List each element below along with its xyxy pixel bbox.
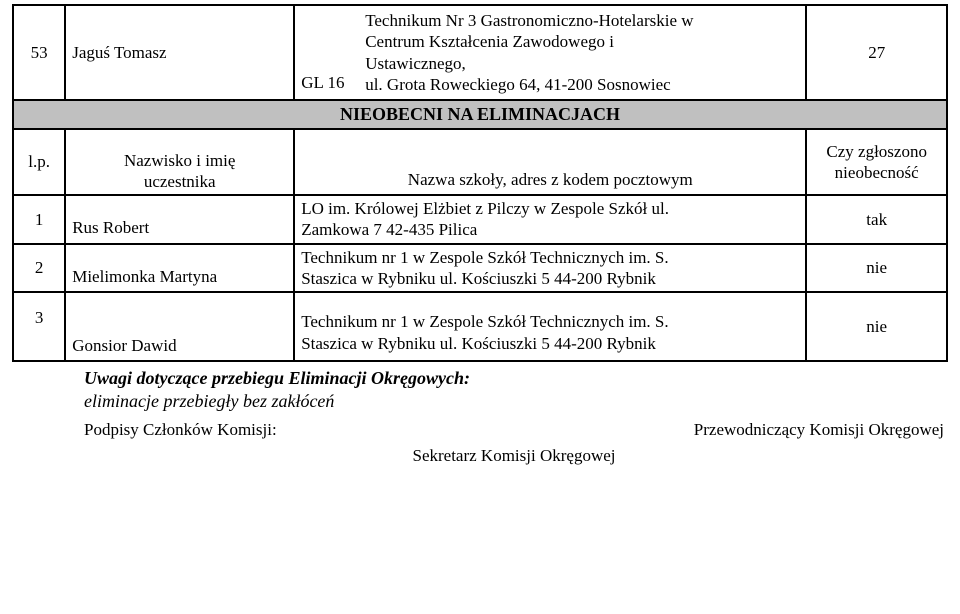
absent-header-row: NIEOBECNI NA ELIMINACJACH xyxy=(13,100,947,129)
school-line: ul. Grota Roweckiego 64, 41-200 Sosnowie… xyxy=(365,74,799,95)
hdr-name-l1: Nazwisko i imię xyxy=(124,151,235,170)
row-number: 3 xyxy=(13,292,65,361)
school-line: Staszica w Rybniku ul. Kościuszki 5 44-2… xyxy=(301,269,656,288)
row-number: 2 xyxy=(13,244,65,293)
row-flag: nie xyxy=(806,292,947,361)
hdr-name-l2: uczestnika xyxy=(144,172,216,191)
hdr-name: Nazwisko i imię uczestnika xyxy=(65,129,294,196)
row-number: 53 xyxy=(13,5,65,100)
hdr-flag-l2: nieobecność xyxy=(835,163,919,182)
row-name: Rus Robert xyxy=(65,195,294,244)
school-text: Technikum Nr 3 Gastronomiczno-Hotelarski… xyxy=(365,10,799,95)
hdr-lp: l.p. xyxy=(13,129,65,196)
remarks-body: eliminacje przebiegły bez zakłóceń xyxy=(84,391,944,412)
school-line: Ustawicznego, xyxy=(365,53,799,74)
school-line: Zamkowa 7 42-435 Pilica xyxy=(301,220,477,239)
table-row: 2 Mielimonka Martyna Technikum nr 1 w Ze… xyxy=(13,244,947,293)
row-name: Gonsior Dawid xyxy=(65,292,294,361)
table-row: 53 Jaguś Tomasz GL 16 Technikum Nr 3 Gas… xyxy=(13,5,947,100)
row-number: 1 xyxy=(13,195,65,244)
school-line: Centrum Kształcenia Zawodowego i xyxy=(365,31,799,52)
row-flag: nie xyxy=(806,244,947,293)
signature-row: Podpisy Członków Komisji: Przewodniczący… xyxy=(84,420,944,440)
row-name: Jaguś Tomasz xyxy=(65,5,294,100)
table-row: 3 Gonsior Dawid Technikum nr 1 w Zespole… xyxy=(13,292,947,361)
row-school: GL 16 Technikum Nr 3 Gastronomiczno-Hote… xyxy=(294,5,806,100)
row-name: Mielimonka Martyna xyxy=(65,244,294,293)
gl-code: GL 16 xyxy=(301,10,365,95)
absent-header: NIEOBECNI NA ELIMINACJACH xyxy=(13,100,947,129)
school-line: LO im. Królowej Elżbiet z Pilczy w Zespo… xyxy=(301,199,669,218)
sig-right: Przewodniczący Komisji Okręgowej xyxy=(694,420,944,440)
row-school: LO im. Królowej Elżbiet z Pilczy w Zespo… xyxy=(294,195,806,244)
hdr-school: Nazwa szkoły, adres z kodem pocztowym xyxy=(294,129,806,196)
row-flag: tak xyxy=(806,195,947,244)
hdr-flag-l1: Czy zgłoszono xyxy=(826,142,927,161)
school-line: Technikum nr 1 w Zespole Szkół Techniczn… xyxy=(301,248,668,267)
row-points: 27 xyxy=(806,5,947,100)
header-row: l.p. Nazwisko i imię uczestnika Nazwa sz… xyxy=(13,129,947,196)
row-school: Technikum nr 1 w Zespole Szkół Techniczn… xyxy=(294,244,806,293)
row-school: Technikum nr 1 w Zespole Szkół Techniczn… xyxy=(294,292,806,361)
footer-block: Uwagi dotyczące przebiegu Eliminacji Okr… xyxy=(12,368,948,466)
hdr-flag: Czy zgłoszono nieobecność xyxy=(806,129,947,196)
results-table: 53 Jaguś Tomasz GL 16 Technikum Nr 3 Gas… xyxy=(12,4,948,362)
school-line: Staszica w Rybniku ul. Kościuszki 5 44-2… xyxy=(301,334,656,353)
school-line: Technikum Nr 3 Gastronomiczno-Hotelarski… xyxy=(365,10,799,31)
sig-center: Sekretarz Komisji Okręgowej xyxy=(84,446,944,466)
sig-left: Podpisy Członków Komisji: xyxy=(84,420,277,440)
table-row: 1 Rus Robert LO im. Królowej Elżbiet z P… xyxy=(13,195,947,244)
school-line: Technikum nr 1 w Zespole Szkół Techniczn… xyxy=(301,312,668,331)
remarks-title: Uwagi dotyczące przebiegu Eliminacji Okr… xyxy=(84,368,944,389)
